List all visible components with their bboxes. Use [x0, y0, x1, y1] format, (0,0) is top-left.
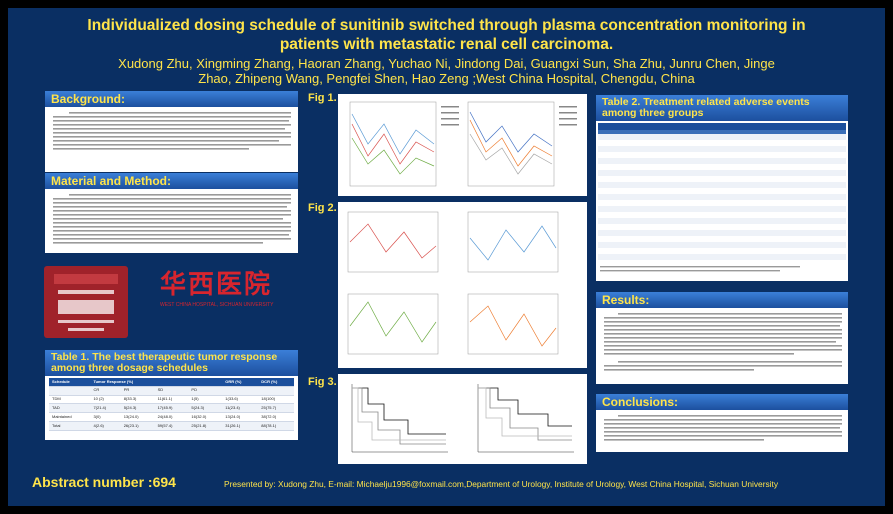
table1-header-cell: ORR (%): [222, 378, 259, 387]
table-cell: 16(32.0): [188, 412, 223, 422]
hospital-seal-logo: [38, 258, 134, 342]
table1-subheader: [222, 386, 259, 396]
conclusions-text: [596, 410, 848, 452]
table2-heading: Table 2. Treatment related adverse event…: [596, 95, 848, 121]
table-row: TDM 10 (2) 8(33.3) 11(61.1) 1(5) 1(33.6)…: [49, 395, 294, 405]
authors-line-1: Xudong Zhu, Xingming Zhang, Haoran Zhang…: [118, 56, 775, 71]
table1-subheader: SD: [154, 386, 189, 396]
fig1-label: Fig 1.: [308, 92, 337, 104]
logo-english-name: WEST CHINA HOSPITAL, SICHUAN UNIVERSITY: [160, 302, 274, 308]
table2-grid: [598, 123, 846, 272]
table-cell: 38(72.0): [258, 412, 294, 422]
table-cell: 24(48.0): [154, 412, 189, 422]
results-text: [596, 308, 848, 384]
table-cell: 4(2.6): [90, 421, 121, 431]
author-list: Xudong Zhu, Xingming Zhang, Haoran Zhang…: [68, 56, 825, 86]
table-cell: Total: [49, 421, 91, 431]
table1-header-cell: Schedule: [49, 378, 91, 387]
fig2-image: [338, 202, 587, 368]
presenter-info: Presented by: Xudong Zhu, E-mail: Michae…: [224, 479, 779, 489]
background-text: [45, 107, 298, 172]
table-cell: TDM: [49, 395, 91, 405]
fig1-plot: [349, 101, 577, 187]
table-cell: 18(100): [258, 395, 294, 405]
results-heading: Results:: [596, 292, 848, 308]
table-cell: 25(21.8): [188, 421, 223, 431]
table1-box: Schedule Tumor Response (%) ORR (%) DCR …: [45, 376, 298, 440]
authors-line-2: Zhao, Zhipeng Wang, Pengfei Shen, Hao Ze…: [198, 71, 695, 86]
results-text-lines: [604, 313, 842, 371]
table-cell: Maintained: [49, 412, 91, 422]
table-cell: 17(45.9): [154, 403, 189, 414]
table1-subheader: PR: [120, 386, 155, 396]
table1-header-cell: Tumor Response (%): [90, 378, 223, 387]
table-cell: 31(26.1): [222, 421, 259, 431]
methods-heading: Material and Method:: [45, 173, 298, 189]
table-cell: 11(61.1): [154, 395, 189, 405]
table-cell: 5(24.3): [120, 403, 155, 414]
table-cell: 59(57.4): [154, 421, 189, 431]
table1-subheader: CR: [90, 386, 121, 396]
table-row: TAD 7(21.4) 5(24.3) 17(45.9) 5(24.3) 11(…: [49, 403, 294, 414]
fig1-image: [338, 94, 587, 196]
fig3-plot: [351, 384, 574, 453]
table-cell: 11(23.4): [222, 403, 259, 414]
methods-text-lines: [53, 194, 291, 244]
fig3-image: [338, 374, 587, 464]
west-china-hospital-logo: 华西医院 WEST CHINA HOSPITAL, SICHUAN UNIVER…: [160, 270, 300, 326]
table-cell: 10 (2): [90, 395, 121, 405]
poster-title: Individualized dosing schedule of suniti…: [8, 16, 885, 54]
table2-box: [596, 121, 848, 281]
response-table: Schedule Tumor Response (%) ORR (%) DCR …: [49, 378, 294, 431]
title-line-2: patients with metastatic renal cell carc…: [279, 36, 614, 53]
table-cell: 1(33.6): [222, 395, 259, 405]
table-cell: 13(24.0): [222, 412, 259, 422]
table1-subheader: [49, 386, 91, 396]
table-row: Maintained 3(0) 13(24.0) 24(48.0) 16(32.…: [49, 412, 294, 422]
methods-text: [45, 189, 298, 253]
table1-subheader: PD: [188, 386, 223, 396]
table-cell: 5(24.3): [188, 403, 223, 414]
fig2-plot: [347, 211, 559, 355]
background-text-lines: [53, 112, 291, 150]
table1-heading: Table 1. The best therapeutic tumor resp…: [45, 350, 298, 376]
fig3-label: Fig 3.: [308, 376, 337, 388]
title-line-1: Individualized dosing schedule of suniti…: [87, 17, 806, 34]
table-cell: 7(21.4): [90, 403, 121, 414]
fig2-label: Fig 2.: [308, 202, 337, 214]
table-cell: TAD: [49, 403, 91, 414]
table1-subheader: [258, 386, 294, 396]
poster: Individualized dosing schedule of suniti…: [8, 8, 885, 506]
table-cell: 26(23.1): [120, 421, 155, 431]
table-cell: 25(75.7): [258, 403, 294, 414]
background-heading: Background:: [45, 91, 298, 107]
table-cell: 1(5): [188, 395, 223, 405]
table-cell: 88(78.1): [258, 421, 294, 431]
table-cell: 8(33.3): [120, 395, 155, 405]
table-cell: 3(0): [90, 412, 121, 422]
table-row: Total 4(2.6) 26(23.1) 59(57.4) 25(21.8) …: [49, 421, 294, 431]
conclusions-text-lines: [604, 415, 842, 441]
logo-chinese-name: 华西医院: [160, 270, 273, 300]
table-cell: 13(24.0): [120, 412, 155, 422]
conclusions-heading: Conclusions:: [596, 394, 848, 410]
abstract-number: Abstract number :694: [32, 474, 176, 490]
table1-header-cell: DCR (%): [258, 378, 294, 387]
